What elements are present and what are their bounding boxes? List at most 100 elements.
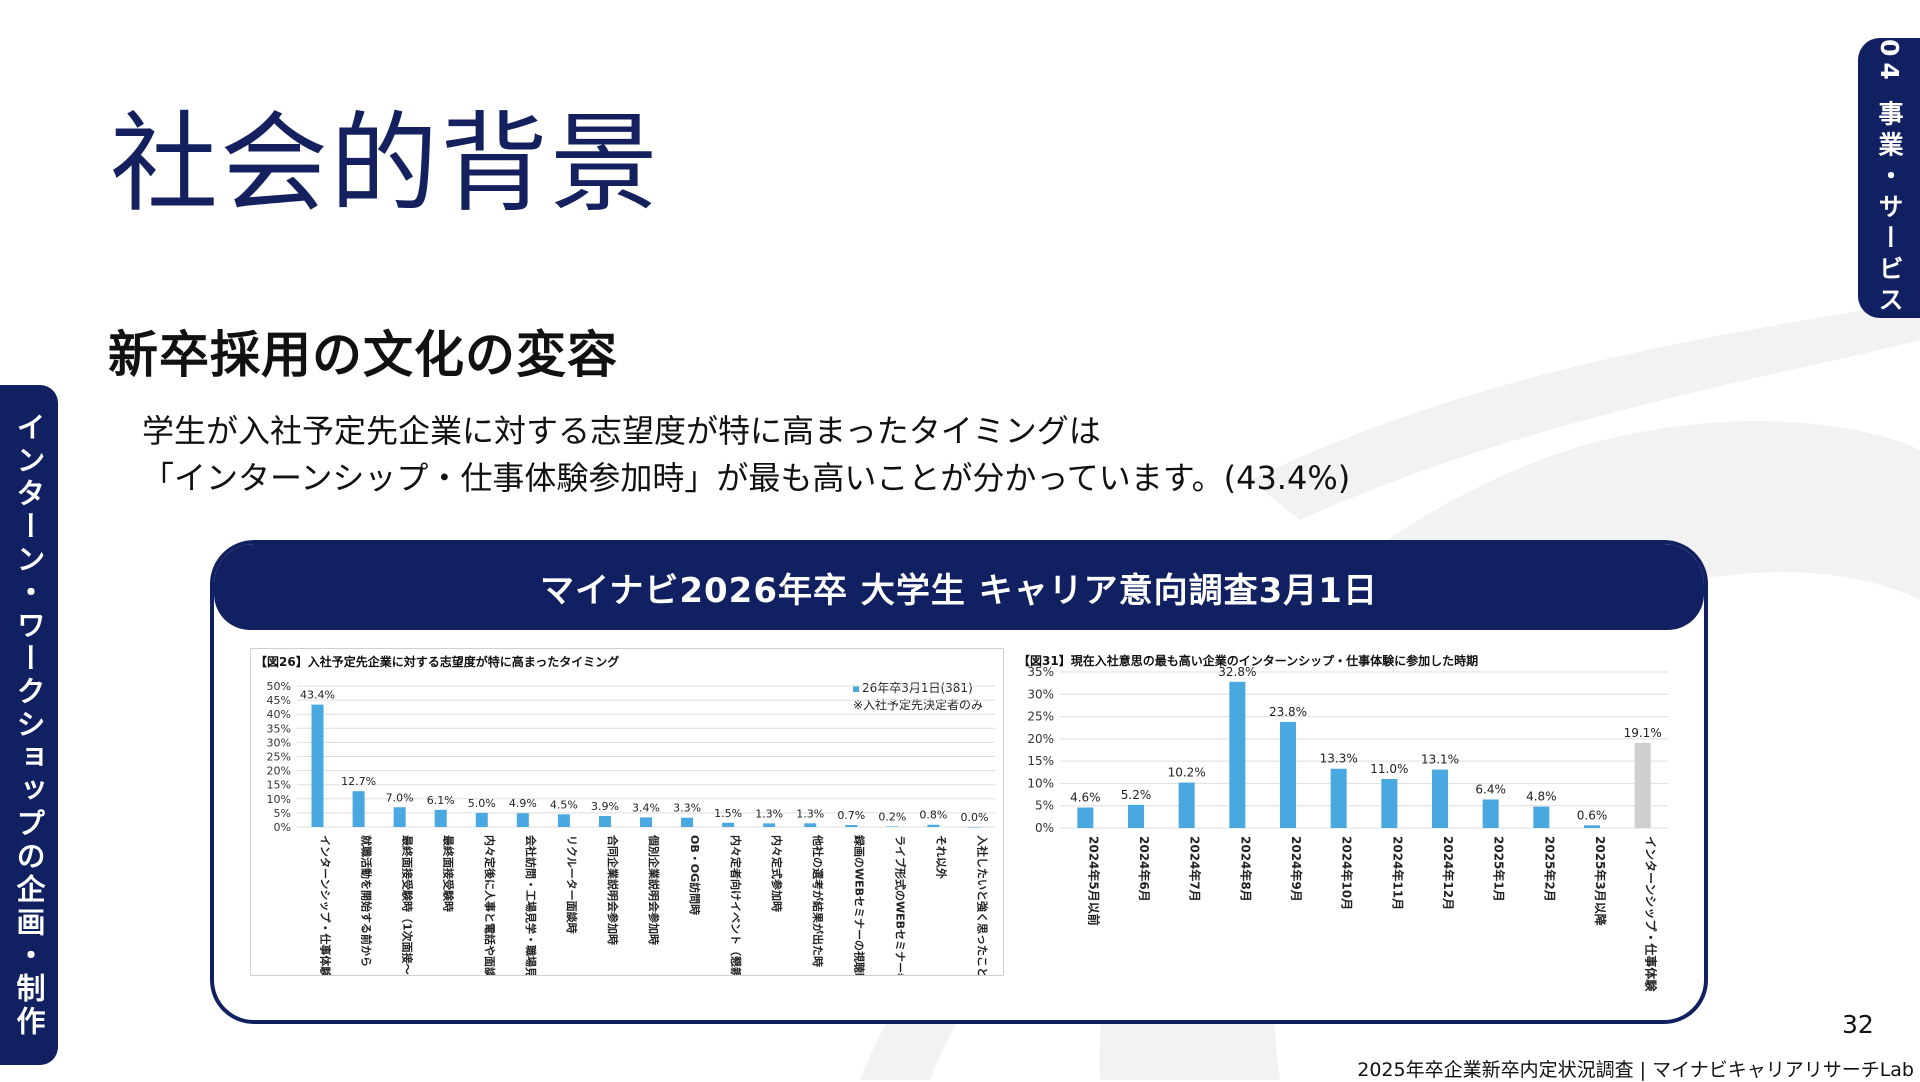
y-tick-label: 35%	[1027, 665, 1054, 679]
category-label: 2025年3月以降	[1593, 836, 1608, 927]
bar	[557, 814, 570, 827]
bar	[804, 823, 817, 827]
category-label: 2024年11月	[1390, 836, 1405, 910]
bar	[1128, 804, 1144, 828]
y-tick-label: 25%	[267, 751, 291, 764]
data-label: 4.8%	[1526, 790, 1557, 804]
data-label: 11.0%	[1370, 762, 1408, 776]
survey-panel: マイナビ2026年卒 大学生 キャリア意向調査3月1日 【図26】入社予定先企業…	[210, 540, 1708, 1024]
category-label: 入社したいと強く思ったことはない	[975, 835, 989, 975]
data-label: 4.9%	[509, 797, 537, 810]
data-label: 13.1%	[1421, 753, 1459, 767]
category-label: 2024年5月以前	[1086, 836, 1101, 926]
bar	[311, 704, 324, 827]
category-label: インターンシップ・仕事体験には参加していない	[1644, 836, 1659, 992]
category-label: リクルーター面談時	[565, 835, 579, 934]
page-title: 社会的背景	[110, 102, 661, 227]
y-tick-label: 20%	[1027, 732, 1054, 746]
y-tick-label: 5%	[274, 807, 291, 820]
data-label: 4.6%	[1070, 790, 1101, 804]
bar	[1330, 768, 1347, 828]
legend-note: ※入社予定先決定者のみ	[852, 698, 983, 712]
data-label: 19.1%	[1624, 726, 1662, 740]
figure-26: 【図26】入社予定先企業に対する志望度が特に高まったタイミング 26年卒3月1日…	[250, 648, 1004, 976]
bar	[968, 827, 981, 828]
y-tick-label: 35%	[267, 722, 291, 735]
category-label: 最終面接受験時	[442, 835, 456, 912]
bar	[598, 816, 611, 827]
bar	[763, 823, 776, 827]
data-label: 32.8%	[1218, 665, 1256, 679]
source-citation: 2025年卒企業新卒内定状況調査 | マイナビキャリアリサーチLab	[1357, 1059, 1914, 1081]
category-label: 2025年1月	[1492, 836, 1507, 902]
legend-label: 26年卒3月1日(381)	[861, 681, 973, 695]
data-label: 5.2%	[1121, 788, 1152, 802]
category-label: 2024年12月	[1441, 836, 1456, 910]
category-label: 内々定者向けイベント（懇親会など）の時	[729, 835, 743, 975]
category-label: 内々定式参加時	[770, 835, 784, 912]
y-tick-label: 5%	[1035, 799, 1054, 813]
data-label: 5.0%	[468, 797, 496, 810]
description: 学生が入社予定先企業に対する志望度が特に高まったタイミングは 「インターンシップ…	[142, 408, 1350, 502]
category-label: 内々定後に人事と電話や面談で話した時	[483, 835, 497, 975]
section-tab-label: 04 事業・サービス	[1875, 38, 1904, 318]
description-line: 学生が入社予定先企業に対する志望度が特に高まったタイミングは	[142, 412, 1101, 450]
chart-31: 35% 30% 25% 20% 15% 10% 5% 0% 4.6% 2024年5月以前 5.2% 2…	[1027, 665, 1668, 992]
bar	[1533, 806, 1550, 828]
y-tick-label: 20%	[267, 765, 291, 778]
y-tick-label: 30%	[267, 736, 291, 749]
bar	[1634, 742, 1651, 828]
data-label: 0.8%	[919, 809, 947, 822]
category-label: 最終面接受験時（1次面接〜最終面接直前）	[401, 835, 415, 975]
panel-header: マイナビ2026年卒 大学生 キャリア意向調査3月1日	[214, 544, 1704, 630]
category-label: ライブ形式のWEBセミナー参加時	[893, 835, 907, 975]
chart-26: 50%45%40%35%30% 25%20%15%10%5%0% 43.4% インター…	[267, 680, 995, 975]
data-label: 1.3%	[796, 807, 824, 820]
bar	[845, 825, 858, 827]
bar	[1280, 721, 1296, 828]
bar	[475, 812, 488, 827]
y-tick-label: 0%	[274, 821, 291, 834]
data-label: 6.1%	[427, 794, 455, 807]
data-label: 3.3%	[673, 802, 701, 815]
category-label: 合同企業説明会参加時	[606, 835, 620, 945]
y-tick-label: 10%	[267, 793, 291, 806]
section-subtitle: 新卒採用の文化の変容	[108, 326, 618, 384]
bar	[722, 822, 735, 827]
category-label: インターンシップ・仕事体験参加時	[319, 835, 333, 975]
y-tick-label: 15%	[1027, 754, 1054, 768]
bar	[681, 817, 694, 827]
y-tick-label: 25%	[1027, 710, 1054, 724]
data-label: 0.6%	[1577, 808, 1608, 822]
y-tick-label: 10%	[1027, 776, 1054, 790]
bar	[352, 791, 365, 827]
bar	[1432, 769, 1448, 828]
category-label: 就職活動を開始する前から	[360, 835, 374, 967]
bar	[516, 813, 529, 827]
y-tick-label: 15%	[267, 779, 291, 792]
bar	[1077, 807, 1094, 828]
bar	[1178, 782, 1195, 828]
bar	[1381, 778, 1398, 828]
chart-title: 【図31】現在入社意思の最も高い企業のインターンシップ・仕事体験に参加した時期	[1018, 654, 1479, 668]
bar	[1229, 681, 1246, 828]
category-label: 2024年6月	[1137, 836, 1152, 902]
category-label: 2025年2月	[1542, 836, 1557, 902]
category-label: 他社の選考が結果が出た時	[811, 834, 825, 967]
data-label: 0.7%	[837, 809, 865, 822]
bar	[640, 817, 652, 827]
data-label: 10.2%	[1168, 766, 1206, 780]
chart-legend: 26年卒3月1日(381) ※入社予定先決定者のみ	[852, 679, 983, 713]
bar	[886, 826, 899, 827]
y-tick-label: 0%	[1035, 821, 1054, 835]
bar	[1482, 799, 1499, 828]
data-label: 3.4%	[632, 801, 660, 814]
category-label: 2024年7月	[1188, 836, 1203, 902]
data-label: 7.0%	[386, 791, 414, 804]
page-number: 32	[1842, 1010, 1874, 1039]
bar	[434, 809, 447, 827]
legend-swatch	[852, 685, 859, 692]
category-label: 2024年10月	[1340, 836, 1355, 910]
data-label: 0.2%	[878, 810, 906, 823]
section-tab-label: インターン・ワークショップの企画・制作	[12, 411, 46, 1039]
